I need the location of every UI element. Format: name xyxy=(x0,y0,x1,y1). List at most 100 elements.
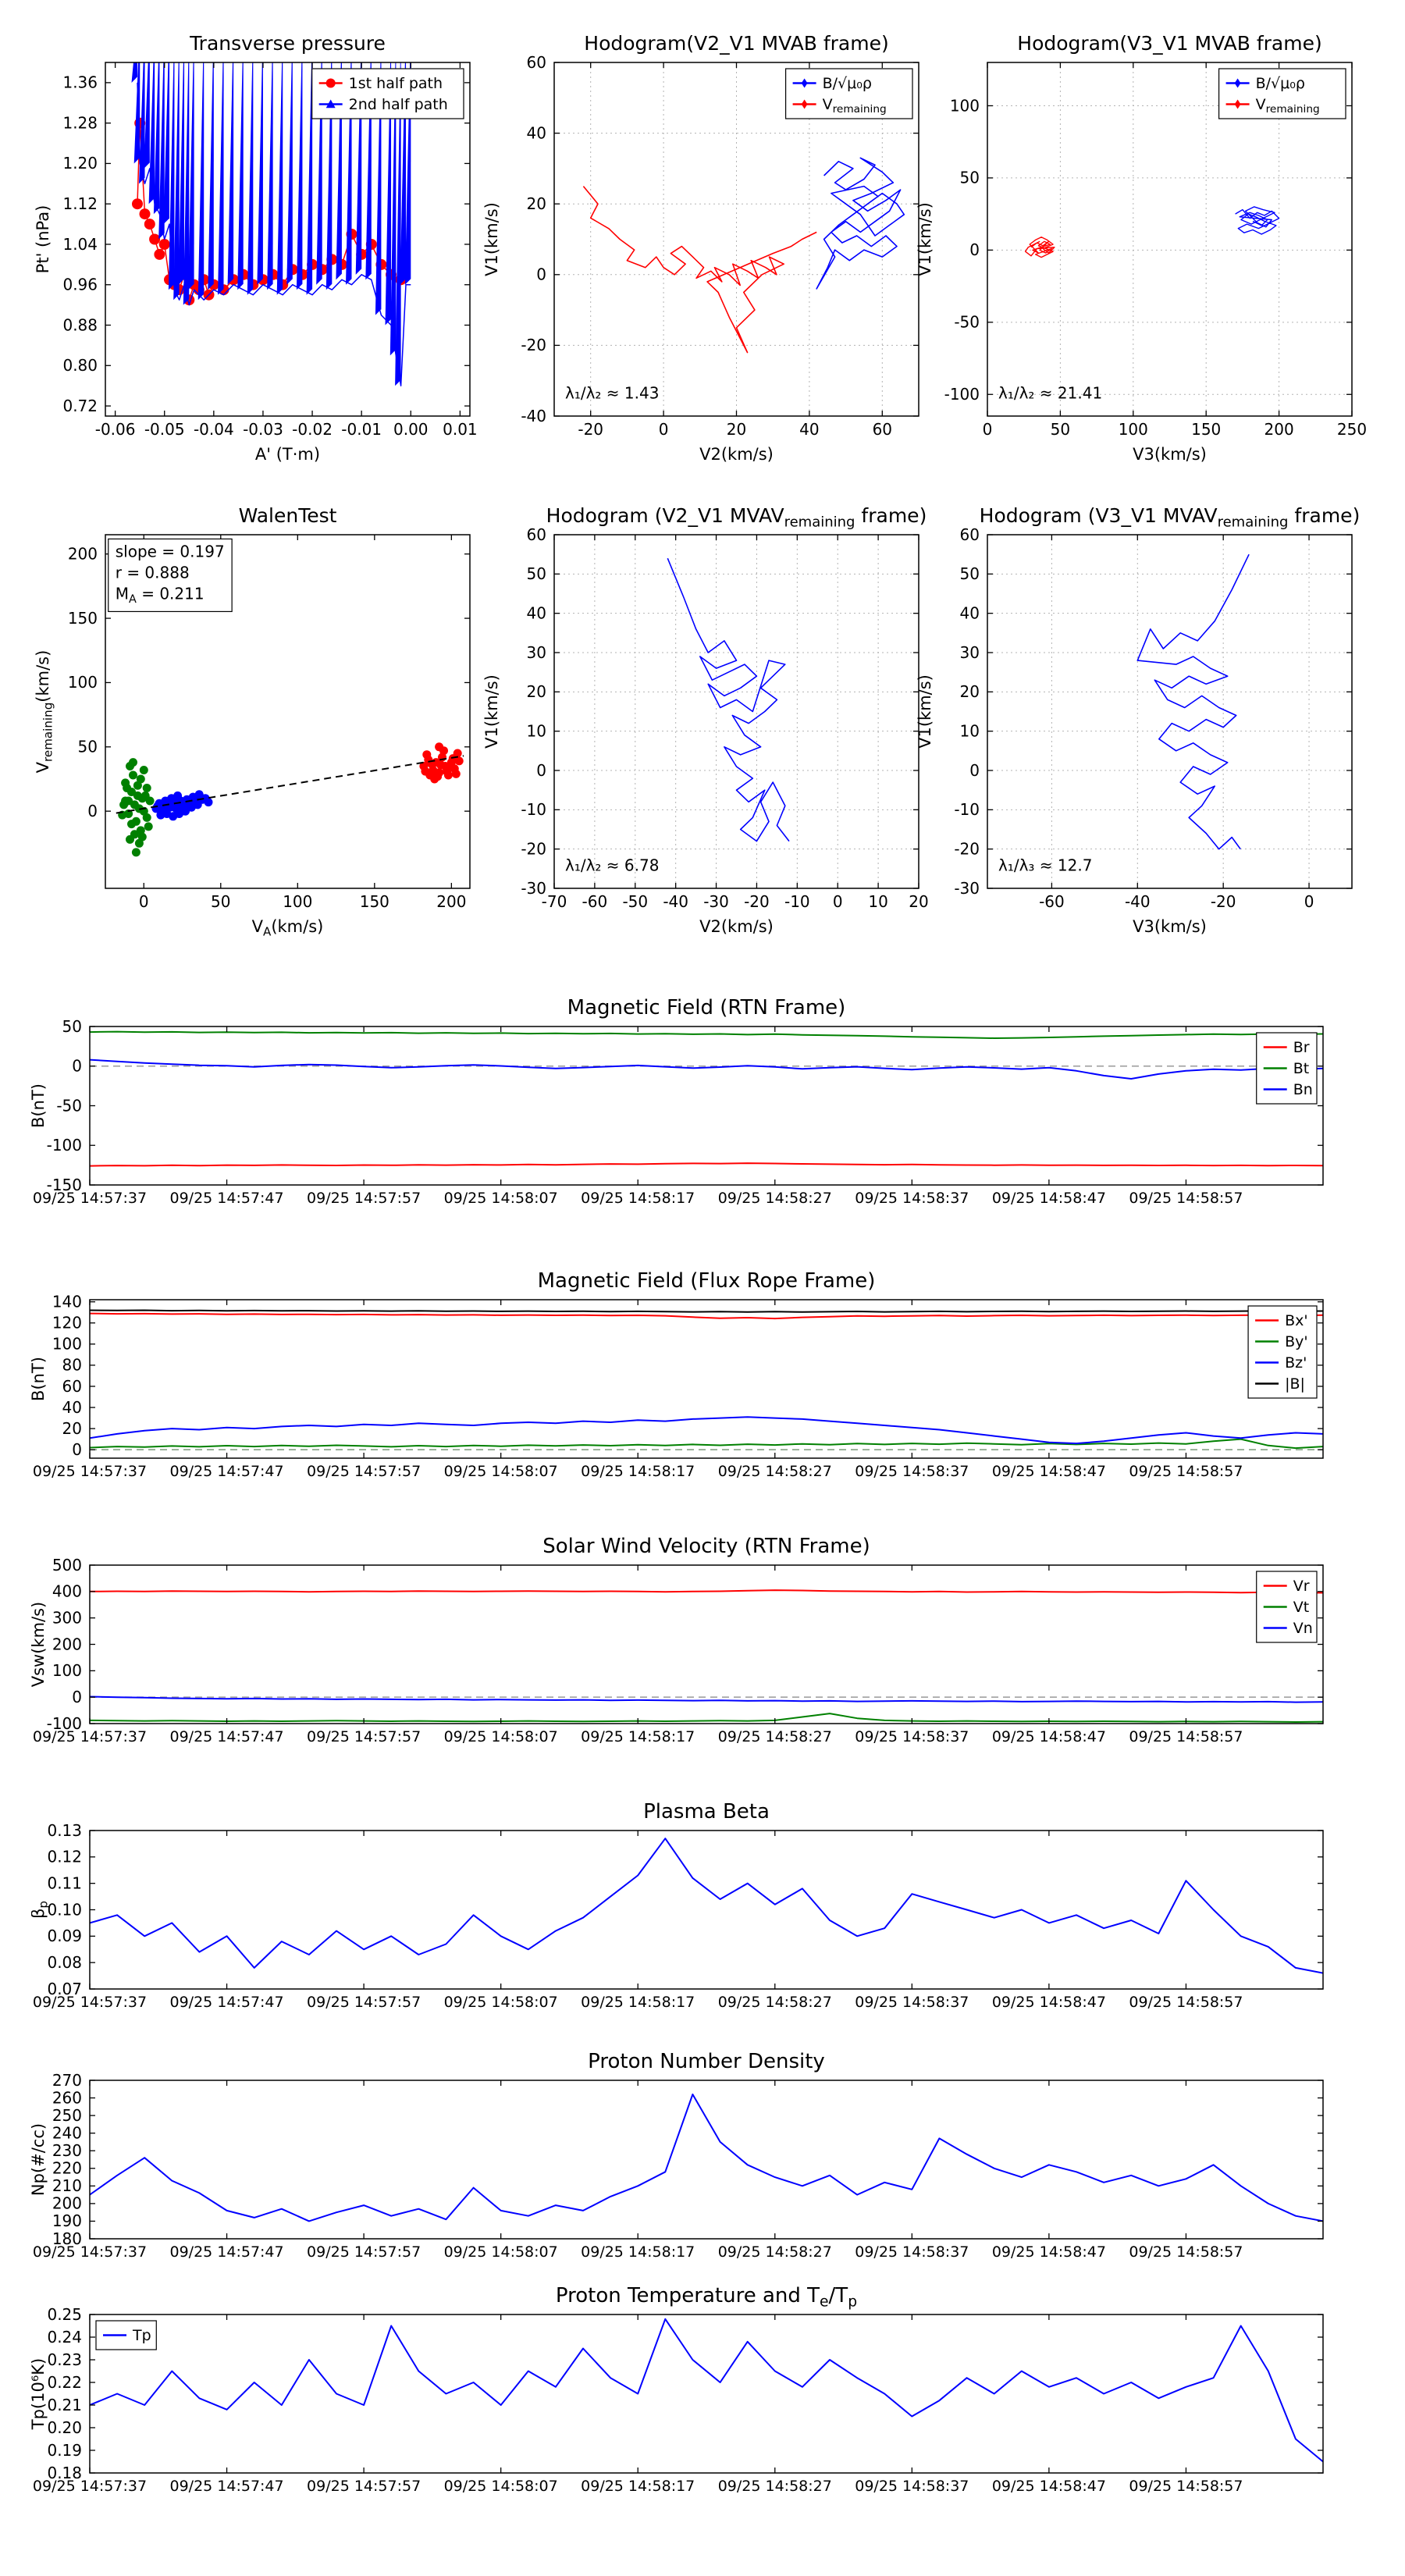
svg-text:Np(#/cc): Np(#/cc) xyxy=(31,2123,48,2196)
svg-text:400: 400 xyxy=(52,1582,82,1601)
svg-text:Tp: Tp xyxy=(132,2327,151,2344)
svg-text:09/25 14:58:07: 09/25 14:58:07 xyxy=(444,1463,558,1480)
legend-mag-fluxrope: Bx' By' Bz' |B| xyxy=(1247,1305,1318,1399)
svg-text:0: 0 xyxy=(969,240,980,259)
svg-text:Bn: Bn xyxy=(1293,1081,1313,1098)
svg-text:260: 260 xyxy=(52,2088,82,2107)
svg-text:60: 60 xyxy=(527,53,546,72)
svg-text:150: 150 xyxy=(68,609,98,628)
svg-text:50: 50 xyxy=(211,892,230,911)
svg-text:09/25 14:58:27: 09/25 14:58:27 xyxy=(718,2478,832,2495)
svg-text:-20: -20 xyxy=(521,839,546,858)
svg-text:09/25 14:58:17: 09/25 14:58:17 xyxy=(581,2478,695,2495)
svg-text:V2(km/s): V2(km/s) xyxy=(699,917,774,936)
svg-text:10: 10 xyxy=(960,721,980,740)
svg-text:Vremaining: Vremaining xyxy=(1256,96,1320,116)
svg-text:20: 20 xyxy=(62,1419,82,1438)
svg-text:50: 50 xyxy=(62,1017,82,1036)
series-path xyxy=(667,535,790,842)
legend-proton-temp: Tp xyxy=(95,2320,157,2350)
svg-text:Plasma Beta: Plasma Beta xyxy=(643,1800,770,1823)
svg-text:V3(km/s): V3(km/s) xyxy=(1133,917,1207,936)
svg-text:09/25 14:58:17: 09/25 14:58:17 xyxy=(581,1463,695,1480)
svg-text:09/25 14:57:57: 09/25 14:57:57 xyxy=(307,2243,421,2261)
svg-text:09/25 14:58:27: 09/25 14:58:27 xyxy=(718,1994,832,2011)
svg-text:0.20: 0.20 xyxy=(47,2418,82,2437)
svg-text:09/25 14:57:57: 09/25 14:57:57 xyxy=(307,1190,421,1207)
svg-text:0.96: 0.96 xyxy=(62,276,98,294)
svg-text:0: 0 xyxy=(969,761,980,780)
chart-svg-hodogram-v2v1-mvav: -70 -60 -50 -40 -30 -20 -10 0 10 20 -30 -20 -10 0 10 20… xyxy=(482,504,929,936)
svg-text:10: 10 xyxy=(527,721,546,740)
svg-text:0.19: 0.19 xyxy=(47,2441,82,2460)
plot-hodogram-v3v1-mvav: -60 -40 -20 0 -30 -20 -10 0 10 20 30 40 50 60 Hodogram… xyxy=(913,492,1374,945)
series-bz- xyxy=(90,1416,1323,1445)
svg-text:-40: -40 xyxy=(1125,892,1151,911)
svg-text:Bz': Bz' xyxy=(1285,1354,1307,1372)
series-vn xyxy=(90,1695,1323,1703)
svg-text:Hodogram(V2_V1 MVAB frame): Hodogram(V2_V1 MVAB frame) xyxy=(584,32,888,55)
svg-text:Br: Br xyxy=(1293,1039,1310,1056)
svg-text:0.24: 0.24 xyxy=(47,2328,82,2347)
chart-svg-proton-temp: 09/25 14:57:37 09/25 14:57:47 09/25 14:57:… xyxy=(31,2284,1324,2495)
svg-text:09/25 14:57:37: 09/25 14:57:37 xyxy=(33,2243,147,2261)
svg-text:09/25 14:57:37: 09/25 14:57:37 xyxy=(33,1994,147,2011)
svg-text:-20: -20 xyxy=(954,839,980,858)
series-cluster-green xyxy=(118,758,155,857)
svg-text:-30: -30 xyxy=(521,879,546,898)
legend-hodogram-v3v1-mvab: B/√μ₀ρ Vremaining xyxy=(1218,68,1346,119)
svg-text:09/25 14:58:07: 09/25 14:58:07 xyxy=(444,1994,558,2011)
svg-text:09/25 14:58:17: 09/25 14:58:17 xyxy=(581,2243,695,2261)
svg-text:09/25 14:58:37: 09/25 14:58:37 xyxy=(855,1190,969,1207)
series-v-remaining xyxy=(1024,62,1055,258)
chart-svg-walen-test: 0 50 100 150 200 0 50 100 150 200 WalenTest VA(km/s… xyxy=(34,504,471,939)
svg-text:09/25 14:58:07: 09/25 14:58:07 xyxy=(444,1728,558,1745)
svg-text:09/25 14:57:37: 09/25 14:57:37 xyxy=(33,1728,147,1745)
svg-text:-150: -150 xyxy=(47,1176,82,1194)
svg-text:Proton Number Density: Proton Number Density xyxy=(588,2050,825,2073)
svg-text:500: 500 xyxy=(52,1556,82,1574)
svg-text:βp: βp xyxy=(31,1901,51,1919)
svg-text:Magnetic Field (Flux Rope Fram: Magnetic Field (Flux Rope Frame) xyxy=(538,1269,876,1293)
svg-text:09/25 14:58:17: 09/25 14:58:17 xyxy=(581,1728,695,1745)
svg-text:0.25: 0.25 xyxy=(47,2305,82,2324)
svg-text:VA(km/s): VA(km/s) xyxy=(252,917,324,939)
svg-text:09/25 14:58:57: 09/25 14:58:57 xyxy=(1129,2243,1243,2261)
series-b- xyxy=(1235,62,1280,235)
svg-text:B/√μ₀ρ: B/√μ₀ρ xyxy=(1256,75,1305,92)
svg-text:20: 20 xyxy=(960,682,980,701)
svg-text:B(nT): B(nT) xyxy=(31,1357,48,1401)
svg-text:20: 20 xyxy=(527,194,546,213)
svg-text:250: 250 xyxy=(1337,420,1367,439)
svg-text:1st half path: 1st half path xyxy=(349,75,443,92)
svg-text:Bt: Bt xyxy=(1293,1060,1309,1077)
svg-text:0.10: 0.10 xyxy=(47,1900,82,1919)
svg-text:09/25 14:57:47: 09/25 14:57:47 xyxy=(169,2478,283,2495)
svg-text:V3(km/s): V3(km/s) xyxy=(1133,445,1207,464)
series-v-remaining xyxy=(582,62,817,354)
series-br xyxy=(90,1162,1323,1167)
chart-svg-proton-density: 09/25 14:57:37 09/25 14:57:47 09/25 14:57:… xyxy=(31,2050,1324,2261)
series-b- xyxy=(816,62,905,290)
svg-text:240: 240 xyxy=(52,2123,82,2142)
svg-text:09/25 14:57:47: 09/25 14:57:47 xyxy=(169,1190,283,1207)
svg-text:09/25 14:58:47: 09/25 14:58:47 xyxy=(992,1190,1106,1207)
svg-text:0: 0 xyxy=(536,265,546,284)
svg-text:09/25 14:58:57: 09/25 14:58:57 xyxy=(1129,1728,1243,1745)
series-bt xyxy=(90,1030,1323,1039)
svg-text:140: 140 xyxy=(52,1293,82,1311)
svg-text:Pt' (nPa): Pt' (nPa) xyxy=(34,205,52,274)
svg-text:09/25 14:57:57: 09/25 14:57:57 xyxy=(307,2478,421,2495)
svg-text:09/25 14:58:37: 09/25 14:58:37 xyxy=(855,1463,969,1480)
svg-text:-0.06: -0.06 xyxy=(95,420,136,439)
svg-text:-0.04: -0.04 xyxy=(194,420,234,439)
svg-text:09/25 14:58:17: 09/25 14:58:17 xyxy=(581,1190,695,1207)
svg-text:80: 80 xyxy=(62,1356,82,1375)
svg-text:-50: -50 xyxy=(954,313,980,332)
svg-text:150: 150 xyxy=(360,892,389,911)
svg-text:200: 200 xyxy=(436,892,466,911)
svg-text:0.23: 0.23 xyxy=(47,2350,82,2369)
svg-text:50: 50 xyxy=(78,738,98,756)
svg-text:Bx': Bx' xyxy=(1285,1312,1308,1329)
series-beta xyxy=(90,1838,1323,1974)
